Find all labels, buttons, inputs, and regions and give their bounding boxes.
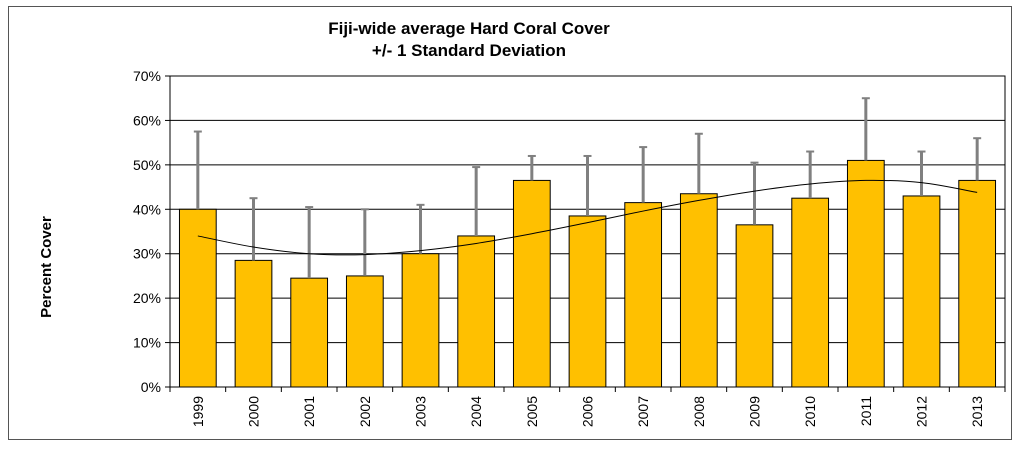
bar <box>345 275 384 388</box>
x-tick-label: 2007 <box>635 396 651 427</box>
chart-title-line-2: +/- 1 Standard Deviation <box>372 41 566 60</box>
chart: Fiji-wide average Hard Coral Cover +/- 1… <box>38 19 1006 427</box>
x-tick-label: 2000 <box>246 396 262 427</box>
bar <box>401 253 440 388</box>
y-tick-label: 70% <box>133 68 161 84</box>
x-tick-label: 2008 <box>691 396 707 427</box>
bar <box>958 179 997 388</box>
bar <box>735 224 774 388</box>
x-tick-label: 2004 <box>468 396 484 427</box>
y-tick-label: 20% <box>133 290 161 306</box>
x-tick-label: 2009 <box>747 396 763 427</box>
plot-border <box>169 75 1006 388</box>
bar <box>624 202 663 388</box>
bar <box>791 197 830 388</box>
chart-frame: Fiji-wide average Hard Coral Cover +/- 1… <box>8 6 1012 440</box>
y-tick-label: 40% <box>133 201 161 217</box>
x-tick-label: 2006 <box>580 396 596 427</box>
x-tick-label: 2013 <box>969 396 985 427</box>
bar <box>290 277 329 388</box>
x-tick-label: 2012 <box>914 396 930 427</box>
bar <box>512 179 551 388</box>
y-tick-label: 10% <box>133 335 161 351</box>
x-tick-label: 1999 <box>190 396 206 427</box>
bar <box>902 195 941 388</box>
y-axis-label: Percent Cover <box>38 216 55 318</box>
x-tick-label: 2011 <box>858 396 874 426</box>
bar <box>846 159 885 388</box>
x-tick-label: 2003 <box>413 396 429 427</box>
trendline <box>197 179 978 256</box>
y-tick-label: 0% <box>141 379 161 395</box>
x-tick-label: 2010 <box>802 396 818 427</box>
y-tick-label: 50% <box>133 157 161 173</box>
y-tick-label: 30% <box>133 246 161 262</box>
bar <box>679 193 718 388</box>
x-tick-label: 2005 <box>524 396 540 427</box>
x-tick-label: 2002 <box>357 396 373 427</box>
chart-title-line-1: Fiji-wide average Hard Coral Cover <box>328 19 610 38</box>
bar <box>568 215 607 388</box>
bar <box>457 235 496 388</box>
y-tick-label: 60% <box>133 112 161 128</box>
bar <box>234 259 273 388</box>
x-tick-label: 2001 <box>301 396 317 427</box>
